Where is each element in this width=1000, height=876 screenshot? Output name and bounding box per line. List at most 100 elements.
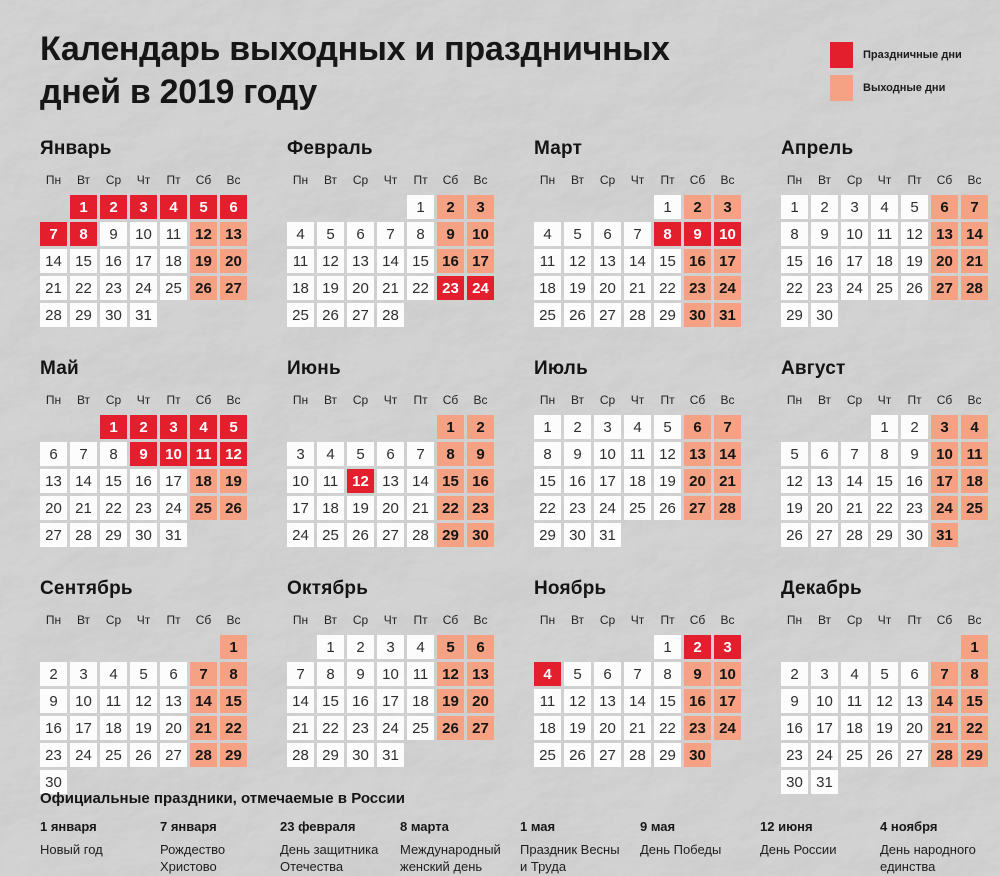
day-cell: 10 <box>377 662 404 686</box>
day-cell: 17 <box>70 716 97 740</box>
month-calendar: Апрель Пн Вт Ср Чт Пт Сб Вс 1 2 3 4 5 6 7 8 9 10 11 12 13 1… <box>781 138 988 358</box>
day-cell: 1 <box>961 635 988 659</box>
day-cell: 6 <box>40 442 67 466</box>
day-cell: 14 <box>407 469 434 493</box>
day-cell: 30 <box>781 770 808 794</box>
official-holidays-footer: Официальные праздники, отмечаемые в Росс… <box>40 790 990 875</box>
legend-item: Праздничные дни <box>830 42 962 68</box>
day-cell: 14 <box>624 249 651 273</box>
holiday-name: День России <box>760 842 837 857</box>
weekday-label: Ср <box>105 173 122 187</box>
day-cell: 2 <box>684 635 711 659</box>
month-day-grid: 1 2 3 4 5 6 7 8 9 10 11 12 13 14 15 16 17 18 19 20 21 22 23 24 2… <box>534 195 741 327</box>
day-cell: 28 <box>190 743 217 767</box>
day-cell: 7 <box>931 662 958 686</box>
day-cell: 5 <box>871 662 898 686</box>
weekday-label: Сб <box>442 173 459 187</box>
weekday-label: Ср <box>599 393 616 407</box>
day-cell: 23 <box>564 496 591 520</box>
day-cell: 23 <box>901 496 928 520</box>
day-cell: 13 <box>377 469 404 493</box>
day-cell: 25 <box>841 743 868 767</box>
weekday-label: Сб <box>195 393 212 407</box>
day-cell: 1 <box>407 195 434 219</box>
day-cell: 13 <box>594 249 621 273</box>
day-cell: 17 <box>377 689 404 713</box>
weekday-header-row: Пн Вт Ср Чт Пт Сб Вс <box>534 173 741 187</box>
day-cell: 1 <box>534 415 561 439</box>
day-cell: 4 <box>534 662 561 686</box>
day-cell: 22 <box>871 496 898 520</box>
day-cell: 6 <box>931 195 958 219</box>
day-cell: 10 <box>467 222 494 246</box>
weekday-label: Пт <box>907 613 922 627</box>
day-cell: 25 <box>961 496 988 520</box>
month-day-grid: 1 2 3 4 5 6 7 8 9 10 11 12 13 14 15 16 17 18 19 20 21 22 23 24 2… <box>781 195 988 327</box>
day-cell: 14 <box>931 689 958 713</box>
weekday-label: Ср <box>846 173 863 187</box>
day-cell: 23 <box>130 496 157 520</box>
empty-cell <box>624 635 651 659</box>
day-cell: 16 <box>467 469 494 493</box>
month-day-grid: 1 2 3 4 5 6 7 8 9 10 11 12 13 14 15 16 17 18 19 20 21 22 23 24 2… <box>40 415 247 547</box>
legend-label: Праздничные дни <box>863 49 962 61</box>
day-cell: 12 <box>317 249 344 273</box>
empty-cell <box>534 635 561 659</box>
day-cell: 24 <box>287 523 314 547</box>
day-cell: 28 <box>961 276 988 300</box>
month-day-grid: 1 2 3 4 5 6 7 8 9 10 11 12 13 14 15 16 17 18 19 20 21 22 23 24 2… <box>287 635 494 767</box>
day-cell: 10 <box>594 442 621 466</box>
holiday-name: Международный женский день <box>400 842 501 874</box>
day-cell: 29 <box>961 743 988 767</box>
day-cell: 11 <box>534 689 561 713</box>
day-cell: 27 <box>160 743 187 767</box>
month-title: Май <box>40 358 79 379</box>
empty-cell <box>287 195 314 219</box>
day-cell: 25 <box>534 303 561 327</box>
day-cell: 31 <box>160 523 187 547</box>
day-cell: 13 <box>901 689 928 713</box>
day-cell: 6 <box>811 442 838 466</box>
day-cell: 1 <box>781 195 808 219</box>
months-grid: Январь Пн Вт Ср Чт Пт Сб Вс 1 2 3 4 5 6 7 8 9 10 11 12 13 1… <box>40 138 990 798</box>
day-cell: 7 <box>190 662 217 686</box>
empty-cell <box>317 415 344 439</box>
weekday-label: Пн <box>539 173 556 187</box>
day-cell: 17 <box>841 249 868 273</box>
day-cell: 27 <box>594 743 621 767</box>
day-cell: 2 <box>40 662 67 686</box>
day-cell: 3 <box>377 635 404 659</box>
weekday-label: Вс <box>473 173 488 187</box>
day-cell: 1 <box>871 415 898 439</box>
weekday-header-row: Пн Вт Ср Чт Пт Сб Вс <box>40 173 247 187</box>
day-cell: 30 <box>347 743 374 767</box>
official-holiday-item: 1 мая Праздник Весны и Труда <box>520 819 630 875</box>
day-cell: 15 <box>534 469 561 493</box>
weekday-label: Пн <box>539 613 556 627</box>
day-cell: 20 <box>684 469 711 493</box>
day-cell: 28 <box>841 523 868 547</box>
day-cell: 22 <box>654 716 681 740</box>
month-day-grid: 1 2 3 4 5 6 7 8 9 10 11 12 13 14 15 16 17 18 19 20 21 22 23 24 2… <box>534 415 741 547</box>
month-calendar: Март Пн Вт Ср Чт Пт Сб Вс 1 2 3 4 5 6 7 8 9 10 11 12 13 14 1… <box>534 138 741 358</box>
day-cell: 4 <box>841 662 868 686</box>
weekday-label: Вс <box>967 173 982 187</box>
day-cell: 6 <box>594 222 621 246</box>
day-cell: 27 <box>40 523 67 547</box>
day-cell: 3 <box>931 415 958 439</box>
day-cell: 15 <box>961 689 988 713</box>
weekday-label: Пн <box>292 613 309 627</box>
day-cell: 11 <box>534 249 561 273</box>
day-cell: 3 <box>130 195 157 219</box>
legend-item: Выходные дни <box>830 75 962 101</box>
day-cell: 19 <box>564 716 591 740</box>
day-cell: 1 <box>220 635 247 659</box>
day-cell: 22 <box>100 496 127 520</box>
day-cell: 9 <box>684 662 711 686</box>
month-title: Март <box>534 138 583 159</box>
day-cell: 30 <box>100 303 127 327</box>
day-cell: 10 <box>130 222 157 246</box>
day-cell: 22 <box>220 716 247 740</box>
day-cell: 6 <box>901 662 928 686</box>
month-title: Сентябрь <box>40 578 133 599</box>
